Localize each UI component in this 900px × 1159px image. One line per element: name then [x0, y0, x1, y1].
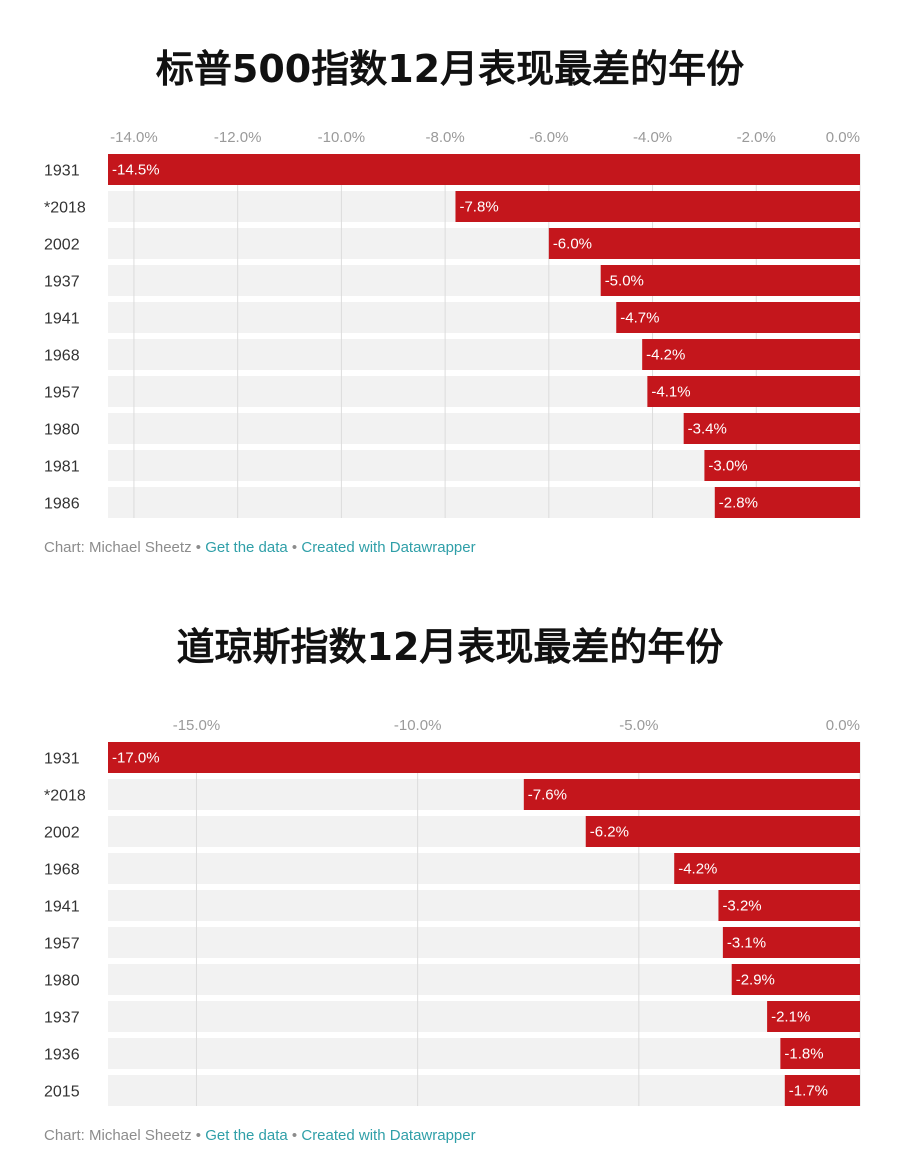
- bar: [616, 302, 860, 333]
- bar-value-label: -2.9%: [736, 972, 775, 989]
- bar-value-label: -6.0%: [553, 236, 592, 253]
- bars: -14.5% 1931 -7.8% *2018 -6.0% 2002 -5.0% 1937 -4…: [44, 154, 860, 518]
- tick-label: -10.0%: [318, 129, 366, 146]
- category-label: 1941: [44, 311, 80, 328]
- category-label: 1968: [44, 348, 80, 365]
- bar: [731, 964, 860, 995]
- bar: [600, 265, 860, 296]
- row-track: [108, 1038, 860, 1069]
- tick-label: -14.0%: [110, 129, 158, 146]
- bar-value-label: -3.4%: [688, 421, 727, 438]
- bar-value-label: -4.1%: [651, 384, 690, 401]
- category-label: 1957: [44, 385, 80, 402]
- footer-separator: •: [291, 539, 298, 556]
- x-axis: -14.0% -12.0% -10.0% -8.0% -6.0% -4.0% -2.0% 0.…: [110, 129, 860, 146]
- category-label: 2015: [44, 1084, 80, 1101]
- bar: [642, 339, 860, 370]
- tick-label: -2.0%: [737, 129, 776, 146]
- bar-value-label: -7.6%: [528, 787, 567, 804]
- bar: [585, 816, 860, 847]
- category-label: 1941: [44, 899, 80, 916]
- category-label: 1980: [44, 973, 80, 990]
- tick-label: -10.0%: [394, 717, 442, 734]
- bar-value-label: -2.8%: [719, 495, 758, 512]
- tick-label: -8.0%: [426, 129, 465, 146]
- bar-value-label: -5.0%: [605, 273, 644, 290]
- category-label: 2002: [44, 825, 80, 842]
- bar-value-label: -3.2%: [722, 898, 761, 915]
- bar-value-label: -2.1%: [771, 1009, 810, 1026]
- bar: [455, 191, 860, 222]
- get-data-link[interactable]: Get the data: [205, 1127, 288, 1144]
- bar-chart-dow: -15.0% -10.0% -5.0% 0.0% -17.0% 1931 -7.6% *201…: [44, 717, 861, 1106]
- chart-title: 道琼斯指数12月表现最差的年份: [176, 625, 724, 669]
- category-label: 2002: [44, 237, 80, 254]
- tick-label: -6.0%: [529, 129, 568, 146]
- bar-value-label: -14.5%: [112, 162, 160, 179]
- category-label: *2018: [44, 788, 86, 805]
- category-label: 1957: [44, 936, 80, 953]
- bar-value-label: -1.8%: [784, 1046, 823, 1063]
- category-label: 1981: [44, 459, 80, 476]
- tick-label: -12.0%: [214, 129, 262, 146]
- bar: [718, 890, 860, 921]
- bar: [722, 927, 860, 958]
- bar-value-label: -7.8%: [459, 199, 498, 216]
- chart-footer: Chart: Michael Sheetz • Get the data • C…: [44, 1127, 476, 1144]
- bar: [683, 413, 860, 444]
- category-label: *2018: [44, 200, 86, 217]
- x-axis: -15.0% -10.0% -5.0% 0.0%: [173, 717, 860, 734]
- tick-label: 0.0%: [826, 717, 860, 734]
- bar-value-label: -1.7%: [789, 1083, 828, 1100]
- footer-credit: Chart: Michael Sheetz: [44, 539, 192, 556]
- bar-value-label: -4.7%: [620, 310, 659, 327]
- bar: [714, 487, 860, 518]
- footer-separator: •: [291, 1127, 298, 1144]
- category-label: 1931: [44, 163, 80, 180]
- bar-value-label: -4.2%: [646, 347, 685, 364]
- bar: [767, 1001, 860, 1032]
- tick-label: -15.0%: [173, 717, 221, 734]
- datawrapper-link[interactable]: Created with Datawrapper: [301, 1127, 476, 1144]
- category-label: 1937: [44, 1010, 80, 1027]
- bar: [674, 853, 860, 884]
- footer-separator: •: [195, 1127, 202, 1144]
- footer-credit: Chart: Michael Sheetz: [44, 1127, 192, 1144]
- bar: [647, 376, 860, 407]
- category-label: 1931: [44, 751, 80, 768]
- tick-label: -5.0%: [619, 717, 658, 734]
- bar: [548, 228, 860, 259]
- category-label: 1986: [44, 496, 80, 513]
- category-label: 1937: [44, 274, 80, 291]
- bar: [108, 742, 860, 773]
- bar-value-label: -4.2%: [678, 861, 717, 878]
- row-track: [108, 1001, 860, 1032]
- bar: [704, 450, 860, 481]
- bar-value-label: -6.2%: [590, 824, 629, 841]
- bar-value-label: -17.0%: [112, 750, 160, 767]
- row-track: [108, 1075, 860, 1106]
- footer-separator: •: [195, 539, 202, 556]
- bar: [784, 1075, 860, 1106]
- tick-label: 0.0%: [826, 129, 860, 146]
- bar-chart-sp500: -14.0% -12.0% -10.0% -8.0% -6.0% -4.0% -2.0% 0.…: [44, 129, 861, 518]
- bars: -17.0% 1931 -7.6% *2018 -6.2% 2002 -4.2% 1968 -3…: [44, 742, 860, 1106]
- chart-footer: Chart: Michael Sheetz • Get the data • C…: [44, 539, 476, 556]
- bar: [108, 154, 860, 185]
- bar-value-label: -3.1%: [727, 935, 766, 952]
- get-data-link[interactable]: Get the data: [205, 539, 288, 556]
- datawrapper-link[interactable]: Created with Datawrapper: [301, 539, 476, 556]
- bar: [523, 779, 860, 810]
- category-label: 1936: [44, 1047, 80, 1064]
- tick-label: -4.0%: [633, 129, 672, 146]
- category-label: 1980: [44, 422, 80, 439]
- category-label: 1968: [44, 862, 80, 879]
- bar: [780, 1038, 860, 1069]
- bar-value-label: -3.0%: [708, 458, 747, 475]
- chart-title: 标普500指数12月表现最差的年份: [155, 47, 745, 91]
